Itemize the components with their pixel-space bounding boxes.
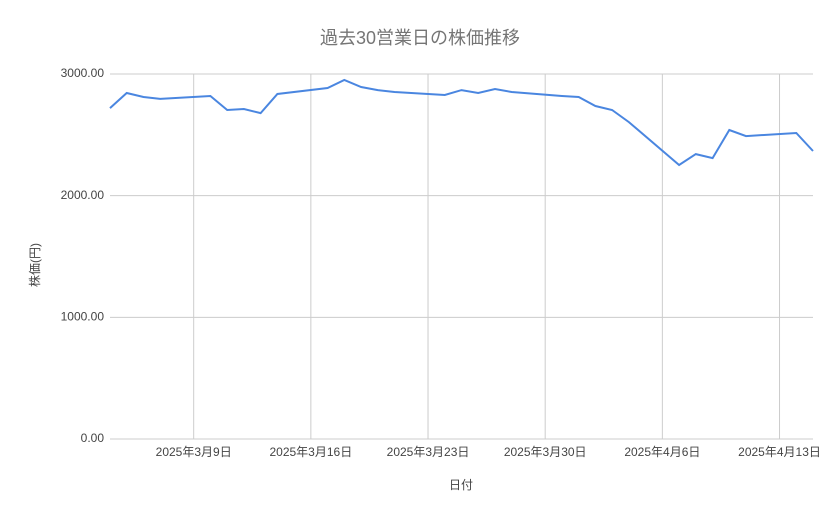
x-axis-title: 日付 xyxy=(449,478,473,492)
y-tick-label: 2000.00 xyxy=(61,188,105,202)
y-tick-label: 3000.00 xyxy=(61,66,105,80)
data-line xyxy=(109,78,814,167)
y-tick-label: 0.00 xyxy=(81,431,105,445)
x-tick-label: 2025年3月9日 xyxy=(156,445,232,459)
x-tick-label: 2025年3月16日 xyxy=(269,445,352,459)
y-axis-title: 株価(円) xyxy=(27,243,42,287)
chart-title: 過去30営業日の株価推移 xyxy=(320,28,520,48)
x-tick-label: 2025年4月6日 xyxy=(624,445,700,459)
y-tick-label: 1000.00 xyxy=(61,310,105,324)
x-tick-label: 2025年3月30日 xyxy=(504,445,587,459)
x-tick-label: 2025年3月23日 xyxy=(387,445,470,459)
x-tick-label: 2025年4月13日 xyxy=(738,445,821,459)
